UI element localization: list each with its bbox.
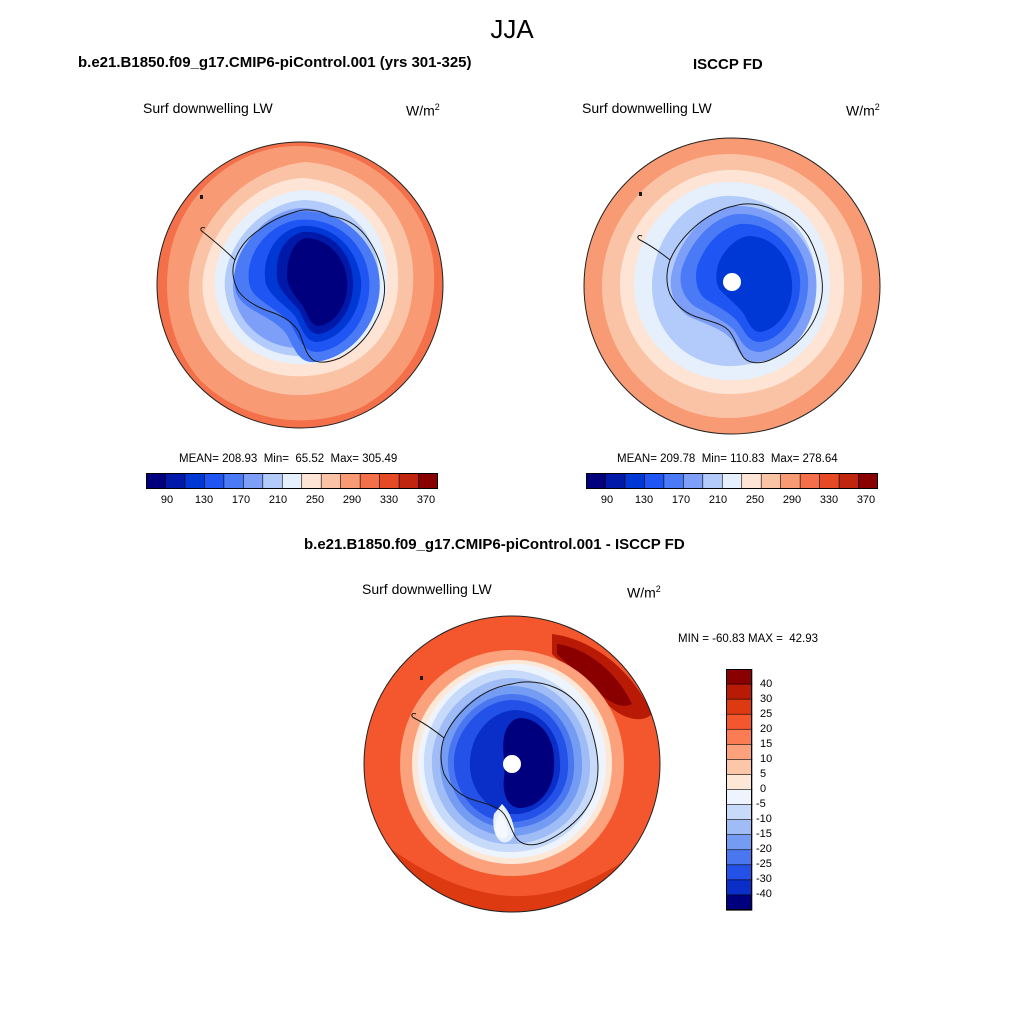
colorbar-swatch	[301, 473, 322, 489]
colorbar-tick: -15	[756, 828, 772, 840]
colorbar-swatch	[726, 849, 753, 866]
colorbar-swatch	[760, 473, 782, 489]
colorbar-tick: 90	[160, 494, 174, 506]
colorbar-swatch	[726, 774, 753, 791]
colorbar-swatch	[204, 473, 225, 489]
colorbar-swatch	[223, 473, 244, 489]
colorbar-model	[146, 473, 438, 489]
colorbar-swatch	[799, 473, 821, 489]
colorbar-tick: 330	[819, 494, 839, 506]
colorbar-ticks-model: 90 130 170 210 250 290 330 370	[146, 494, 438, 508]
stats-model: MEAN= 208.93 Min= 65.52 Max= 305.49	[179, 453, 398, 465]
colorbar-tick: 40	[760, 678, 773, 690]
colorbar-swatch	[726, 879, 753, 896]
variable-label-model: Surf downwelling LW	[143, 100, 273, 116]
colorbar-tick: 5	[760, 768, 767, 780]
colorbar-swatch	[644, 473, 665, 489]
polar-map-obs	[583, 137, 881, 435]
colorbar-tick: -40	[756, 888, 772, 900]
colorbar-ticks-obs: 90 130 170 210 250 290 330 370	[586, 494, 878, 508]
colorbar-tick: 250	[745, 494, 765, 506]
colorbar-tick: 15	[760, 738, 773, 750]
colorbar-tick: 210	[708, 494, 728, 506]
panel-title-model: b.e21.B1850.f09_g17.CMIP6-piControl.001 …	[78, 54, 472, 71]
colorbar-swatch	[726, 744, 753, 760]
panel-title-diff: b.e21.B1850.f09_g17.CMIP6-piControl.001 …	[304, 536, 685, 553]
variable-label-obs: Surf downwelling LW	[582, 100, 712, 116]
colorbar-swatch	[281, 473, 303, 489]
colorbar-swatch	[340, 473, 361, 489]
colorbar-tick: -10	[756, 813, 772, 825]
colorbar-swatch	[726, 683, 753, 700]
colorbar-swatch	[741, 473, 762, 489]
colorbar-swatch	[320, 473, 342, 489]
colorbar-swatch	[726, 698, 753, 715]
colorbar-swatch	[780, 473, 801, 489]
units-label-model: W/m2	[406, 102, 440, 119]
colorbar-tick: -30	[756, 873, 772, 885]
variable-label-diff: Surf downwelling LW	[362, 581, 492, 597]
colorbar-tick: 330	[379, 494, 399, 506]
colorbar-ticks-diff: 40 30 25 20 15 10 5 0 -5 -10 -15 -20 -25…	[756, 669, 800, 911]
colorbar-obs	[586, 473, 878, 489]
colorbar-tick: -5	[756, 798, 766, 810]
colorbar-tick: 30	[760, 693, 773, 705]
colorbar-swatch	[243, 473, 264, 489]
colorbar-swatch	[726, 669, 753, 685]
colorbar-tick: 370	[856, 494, 876, 506]
colorbar-tick: 130	[634, 494, 654, 506]
stats-obs: MEAN= 209.78 Min= 110.83 Max= 278.64	[617, 453, 838, 465]
colorbar-tick: 0	[760, 783, 767, 795]
colorbar-swatch	[726, 804, 753, 821]
colorbar-tick: 170	[671, 494, 691, 506]
colorbar-swatch	[165, 473, 186, 489]
colorbar-swatch	[683, 473, 704, 489]
colorbar-swatch	[379, 473, 400, 489]
colorbar-tick: 20	[760, 723, 773, 735]
colorbar-tick: 250	[305, 494, 325, 506]
colorbar-tick: 290	[342, 494, 362, 506]
colorbar-tick: 25	[760, 708, 773, 720]
colorbar-tick: 130	[194, 494, 214, 506]
colorbar-diff	[726, 669, 753, 911]
colorbar-tick: -25	[756, 858, 772, 870]
main-title: JJA	[490, 14, 534, 44]
colorbar-tick: 10	[760, 753, 773, 765]
panel-title-obs: ISCCP FD	[693, 56, 763, 73]
colorbar-tick: -20	[756, 843, 772, 855]
stats-diff: MIN = -60.83 MAX = 42.93	[678, 633, 818, 645]
units-label-diff: W/m2	[627, 584, 661, 601]
colorbar-tick: 290	[782, 494, 802, 506]
colorbar-swatch	[184, 473, 206, 489]
colorbar-swatch	[726, 864, 753, 881]
colorbar-swatch	[726, 894, 753, 911]
polar-map-model	[156, 141, 444, 429]
colorbar-swatch	[726, 728, 753, 745]
colorbar-swatch	[702, 473, 723, 489]
colorbar-swatch	[586, 473, 607, 489]
colorbar-swatch	[663, 473, 684, 489]
units-label-obs: W/m2	[846, 102, 880, 119]
colorbar-swatch	[398, 473, 420, 489]
polar-map-diff	[363, 615, 661, 913]
colorbar-swatch	[819, 473, 840, 489]
colorbar-tick: 210	[268, 494, 288, 506]
colorbar-swatch	[262, 473, 283, 489]
colorbar-swatch	[726, 789, 753, 806]
colorbar-swatch	[146, 473, 167, 489]
colorbar-swatch	[418, 473, 438, 489]
colorbar-swatch	[726, 713, 753, 730]
colorbar-swatch	[605, 473, 626, 489]
colorbar-swatch	[726, 819, 753, 836]
colorbar-swatch	[726, 834, 753, 851]
colorbar-tick: 370	[416, 494, 436, 506]
colorbar-swatch	[624, 473, 646, 489]
colorbar-tick: 90	[600, 494, 614, 506]
colorbar-swatch	[838, 473, 860, 489]
colorbar-swatch	[359, 473, 381, 489]
colorbar-swatch	[726, 759, 753, 776]
colorbar-swatch	[858, 473, 878, 489]
colorbar-tick: 170	[231, 494, 251, 506]
colorbar-swatch	[721, 473, 743, 489]
